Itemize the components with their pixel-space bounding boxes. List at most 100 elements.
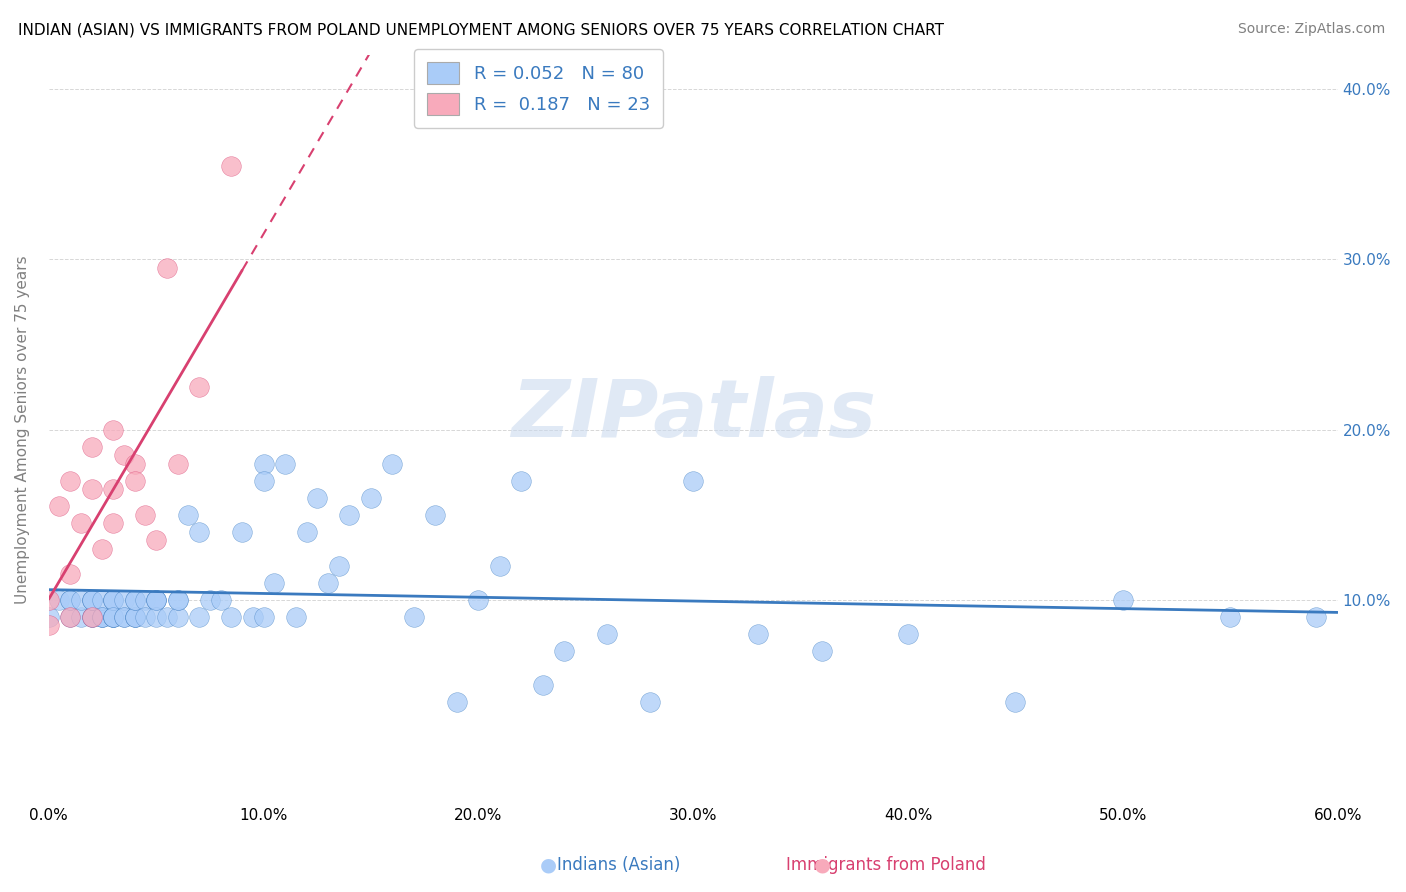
Point bbox=[112, 609, 135, 624]
Point bbox=[531, 677, 554, 691]
Point bbox=[59, 474, 82, 488]
Legend: R = 0.052   N = 80, R =  0.187   N = 23: R = 0.052 N = 80, R = 0.187 N = 23 bbox=[415, 49, 662, 128]
Point bbox=[91, 609, 114, 624]
Point bbox=[112, 609, 135, 624]
Point bbox=[124, 592, 146, 607]
Point bbox=[209, 592, 232, 607]
Point bbox=[188, 524, 211, 539]
Text: INDIAN (ASIAN) VS IMMIGRANTS FROM POLAND UNEMPLOYMENT AMONG SENIORS OVER 75 YEAR: INDIAN (ASIAN) VS IMMIGRANTS FROM POLAND… bbox=[18, 22, 945, 37]
Point bbox=[467, 592, 489, 607]
Point bbox=[402, 609, 425, 624]
Point bbox=[80, 440, 103, 454]
Text: ZIPatlas: ZIPatlas bbox=[510, 376, 876, 453]
Point bbox=[80, 609, 103, 624]
Point bbox=[1004, 695, 1026, 709]
Point bbox=[510, 474, 533, 488]
Point bbox=[145, 533, 167, 547]
Point bbox=[1219, 609, 1241, 624]
Point bbox=[177, 508, 200, 522]
Point bbox=[59, 609, 82, 624]
Point bbox=[124, 609, 146, 624]
Point bbox=[103, 423, 125, 437]
Point bbox=[124, 609, 146, 624]
Point bbox=[682, 474, 704, 488]
Point bbox=[38, 592, 60, 607]
Point bbox=[221, 609, 243, 624]
Point bbox=[811, 643, 834, 657]
Point bbox=[188, 609, 211, 624]
Point bbox=[1305, 609, 1327, 624]
Point bbox=[59, 609, 82, 624]
Point bbox=[59, 567, 82, 582]
Point bbox=[103, 609, 125, 624]
Point bbox=[252, 609, 274, 624]
Point bbox=[48, 592, 70, 607]
Point bbox=[263, 575, 285, 590]
Point bbox=[103, 592, 125, 607]
Point bbox=[70, 592, 93, 607]
Point bbox=[70, 516, 93, 530]
Text: Indians (Asian): Indians (Asian) bbox=[557, 856, 681, 874]
Point bbox=[231, 524, 253, 539]
Point bbox=[425, 508, 447, 522]
Point bbox=[156, 609, 179, 624]
Point bbox=[145, 609, 167, 624]
Point bbox=[38, 618, 60, 632]
Text: ●: ● bbox=[540, 855, 557, 875]
Point bbox=[1112, 592, 1135, 607]
Text: Source: ZipAtlas.com: Source: ZipAtlas.com bbox=[1237, 22, 1385, 37]
Point bbox=[112, 448, 135, 462]
Point bbox=[134, 508, 156, 522]
Point bbox=[145, 592, 167, 607]
Point bbox=[638, 695, 661, 709]
Point bbox=[48, 499, 70, 513]
Point bbox=[124, 457, 146, 471]
Point bbox=[221, 159, 243, 173]
Point bbox=[156, 260, 179, 275]
Point bbox=[284, 609, 307, 624]
Point bbox=[307, 491, 329, 505]
Point bbox=[242, 609, 264, 624]
Point bbox=[747, 626, 769, 640]
Point bbox=[91, 609, 114, 624]
Point bbox=[103, 482, 125, 496]
Point bbox=[91, 541, 114, 556]
Point bbox=[188, 380, 211, 394]
Point bbox=[198, 592, 221, 607]
Point bbox=[166, 609, 188, 624]
Point bbox=[489, 558, 512, 573]
Point bbox=[80, 592, 103, 607]
Point bbox=[252, 474, 274, 488]
Point bbox=[70, 609, 93, 624]
Point bbox=[553, 643, 575, 657]
Point bbox=[38, 609, 60, 624]
Point bbox=[897, 626, 920, 640]
Point bbox=[134, 592, 156, 607]
Point bbox=[145, 592, 167, 607]
Point bbox=[59, 592, 82, 607]
Text: ●: ● bbox=[814, 855, 831, 875]
Point bbox=[103, 609, 125, 624]
Point bbox=[80, 592, 103, 607]
Point bbox=[339, 508, 361, 522]
Point bbox=[381, 457, 404, 471]
Point bbox=[295, 524, 318, 539]
Point bbox=[103, 609, 125, 624]
Point bbox=[91, 609, 114, 624]
Point bbox=[80, 609, 103, 624]
Text: Immigrants from Poland: Immigrants from Poland bbox=[786, 856, 986, 874]
Point bbox=[103, 516, 125, 530]
Point bbox=[80, 482, 103, 496]
Point bbox=[145, 592, 167, 607]
Point bbox=[328, 558, 350, 573]
Point bbox=[446, 695, 468, 709]
Y-axis label: Unemployment Among Seniors over 75 years: Unemployment Among Seniors over 75 years bbox=[15, 255, 30, 604]
Point bbox=[80, 592, 103, 607]
Point bbox=[166, 592, 188, 607]
Point bbox=[103, 592, 125, 607]
Point bbox=[59, 592, 82, 607]
Point bbox=[124, 474, 146, 488]
Point bbox=[166, 592, 188, 607]
Point bbox=[80, 609, 103, 624]
Point bbox=[103, 592, 125, 607]
